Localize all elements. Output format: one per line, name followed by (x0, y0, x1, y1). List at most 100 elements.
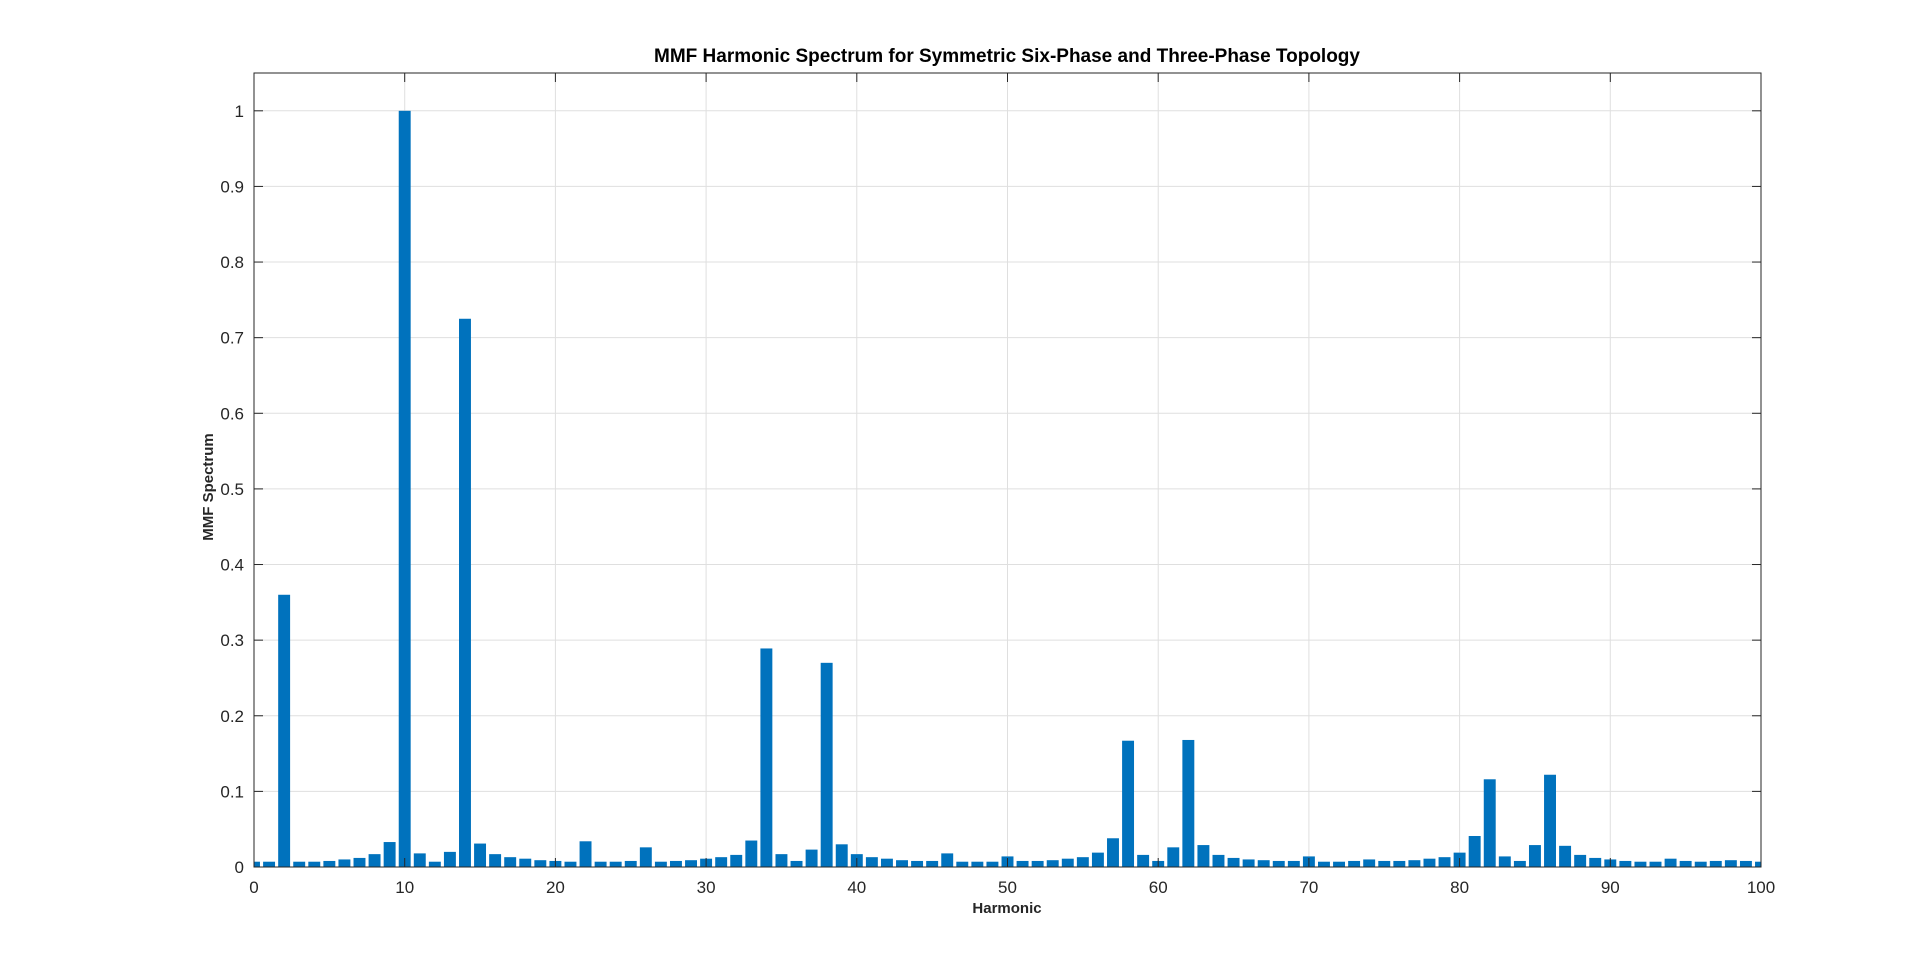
bar-harmonic-53 (1046, 860, 1059, 867)
bar-harmonic-17 (504, 857, 517, 867)
bar-harmonic-49 (986, 861, 999, 867)
bar-harmonic-85 (1528, 845, 1541, 867)
bar-harmonic-54 (1061, 858, 1074, 867)
x-tick-label: 70 (1299, 878, 1318, 897)
bar-harmonic-77 (1408, 860, 1421, 867)
bar-harmonic-25 (624, 860, 637, 867)
bar-harmonic-99 (1739, 860, 1752, 867)
bar-harmonic-31 (715, 857, 728, 867)
bar-harmonic-39 (835, 844, 848, 867)
bar-harmonic-11 (413, 853, 426, 867)
bar-harmonic-37 (805, 849, 818, 867)
bar-harmonic-43 (896, 860, 908, 867)
bar-harmonic-66 (1242, 859, 1255, 867)
bar-harmonic-97 (1709, 860, 1722, 867)
y-tick-label: 0.4 (220, 556, 244, 575)
bar-harmonic-82 (1483, 779, 1496, 867)
y-tick-label: 0.5 (220, 480, 244, 499)
bar-harmonic-4 (308, 861, 321, 867)
y-tick-label: 0.3 (220, 631, 244, 650)
x-axis-label: Harmonic (972, 900, 1041, 917)
bar-harmonic-83 (1498, 856, 1511, 867)
bar-harmonic-5 (323, 860, 336, 867)
y-tick-label: 0.1 (220, 782, 244, 801)
bar-harmonic-67 (1257, 860, 1270, 867)
bar-harmonic-48 (971, 861, 984, 867)
x-tick-labels: 0 10 20 30 40 50 60 70 80 90 100 (249, 878, 1775, 897)
x-tick-label: 30 (697, 878, 716, 897)
bar-harmonic-7 (353, 857, 366, 867)
bar-harmonic-16 (489, 854, 502, 867)
bar-harmonic-3 (293, 861, 306, 867)
axis-ticks (253, 73, 1762, 868)
bar-harmonic-73 (1348, 860, 1361, 867)
bar-harmonic-46 (941, 853, 954, 867)
bar-harmonic-38 (820, 662, 833, 867)
bar-harmonic-34 (760, 648, 773, 867)
y-tick-label: 1 (235, 102, 244, 121)
bar-harmonic-76 (1393, 860, 1406, 867)
x-tick-label: 100 (1747, 878, 1775, 897)
y-tick-label: 0.7 (220, 329, 244, 348)
bar-harmonic-91 (1619, 860, 1632, 867)
bar-harmonic-13 (443, 851, 456, 867)
bar-harmonic-10 (398, 110, 411, 868)
x-tick-label: 80 (1450, 878, 1469, 897)
bar-harmonic-58 (1122, 740, 1135, 867)
bar-harmonic-29 (685, 860, 697, 867)
bar-harmonic-1 (263, 861, 276, 867)
bar-harmonic-27 (654, 861, 667, 867)
x-tick-label: 90 (1601, 878, 1620, 897)
bar-harmonic-81 (1468, 835, 1481, 867)
bar-harmonic-63 (1197, 845, 1210, 867)
bar-harmonic-88 (1574, 854, 1587, 867)
bar-harmonic-44 (911, 860, 924, 867)
x-tick-label: 0 (249, 878, 258, 897)
bar-harmonic-15 (474, 843, 487, 867)
bar-harmonic-69 (1287, 860, 1300, 867)
bar-harmonic-2 (278, 594, 291, 867)
y-tick-label: 0.2 (220, 707, 244, 726)
bar-harmonic-72 (1333, 861, 1346, 867)
y-tick-label: 0 (235, 858, 244, 877)
bar-harmonic-0 (254, 861, 260, 867)
bar-harmonic-79 (1438, 857, 1451, 867)
bar-harmonic-12 (428, 861, 441, 867)
y-tick-label: 0.9 (220, 177, 244, 196)
bar-harmonic-26 (639, 847, 652, 867)
bar-harmonic-64 (1212, 854, 1225, 867)
bar-harmonic-61 (1167, 847, 1180, 867)
bar-harmonic-75 (1378, 860, 1391, 867)
bar-series (254, 110, 1761, 868)
chart-title: MMF Harmonic Spectrum for Symmetric Six-… (654, 46, 1360, 67)
bar-harmonic-93 (1649, 861, 1662, 867)
bar-harmonic-19 (534, 860, 547, 867)
bar-harmonic-22 (579, 841, 592, 867)
bar-harmonic-21 (564, 861, 577, 867)
bar-harmonic-65 (1227, 857, 1240, 867)
bar-harmonic-62 (1182, 739, 1195, 867)
bar-harmonic-24 (609, 861, 622, 867)
bar-harmonic-71 (1318, 861, 1330, 867)
bar-harmonic-100 (1755, 861, 1761, 867)
bar-harmonic-56 (1091, 852, 1104, 867)
x-tick-label: 40 (847, 878, 866, 897)
bar-harmonic-8 (368, 854, 381, 867)
bar-harmonic-94 (1664, 858, 1677, 867)
bar-harmonic-68 (1272, 860, 1285, 867)
bar-harmonic-74 (1363, 859, 1376, 867)
bar-harmonic-47 (956, 861, 969, 867)
bar-harmonic-33 (745, 840, 758, 867)
y-tick-labels: 0 0.1 0.2 0.3 0.4 0.5 0.6 0.7 0.8 0.9 1 (220, 102, 244, 877)
x-tick-label: 10 (395, 878, 414, 897)
bar-harmonic-23 (594, 861, 607, 867)
bar-harmonic-41 (865, 857, 878, 867)
bar-harmonic-84 (1513, 860, 1526, 867)
y-tick-label: 0.8 (220, 253, 244, 272)
bar-harmonic-9 (383, 842, 396, 867)
bar-harmonic-14 (459, 318, 471, 867)
bar-harmonic-87 (1559, 845, 1572, 867)
y-axis-label: MMF Spectrum (200, 433, 217, 541)
bar-harmonic-98 (1724, 860, 1737, 867)
